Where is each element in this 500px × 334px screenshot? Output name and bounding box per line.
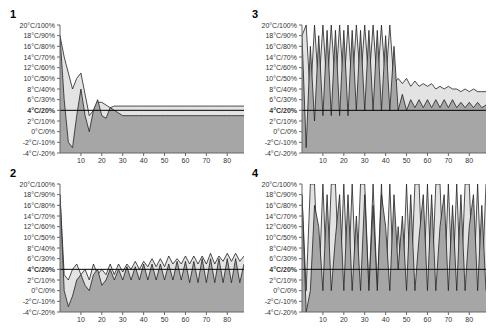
svg-text:12°C/60%: 12°C/60% xyxy=(23,64,55,71)
svg-text:4°C/20%: 4°C/20% xyxy=(269,107,297,114)
svg-text:10: 10 xyxy=(77,316,85,323)
svg-text:10: 10 xyxy=(77,157,85,164)
svg-text:18°C/90%: 18°C/90% xyxy=(23,32,55,39)
svg-text:50: 50 xyxy=(161,157,169,164)
svg-text:50: 50 xyxy=(403,316,411,323)
svg-text:60: 60 xyxy=(182,316,190,323)
svg-text:30: 30 xyxy=(361,316,369,323)
svg-text:10°C/50%: 10°C/50% xyxy=(23,234,55,241)
svg-text:70: 70 xyxy=(444,157,452,164)
svg-text:60: 60 xyxy=(182,157,190,164)
svg-text:14°C/70%: 14°C/70% xyxy=(23,54,55,61)
svg-text:-2°C/-10%: -2°C/-10% xyxy=(23,298,55,305)
svg-text:18°C/90%: 18°C/90% xyxy=(265,191,297,198)
svg-text:-4°C/-20%: -4°C/-20% xyxy=(23,309,55,316)
svg-text:50: 50 xyxy=(161,316,169,323)
svg-text:70: 70 xyxy=(202,316,210,323)
svg-text:10: 10 xyxy=(319,316,327,323)
svg-text:0°C/0%: 0°C/0% xyxy=(273,287,297,294)
svg-text:18°C/90%: 18°C/90% xyxy=(265,32,297,39)
svg-text:80: 80 xyxy=(465,316,473,323)
svg-text:16°C/80%: 16°C/80% xyxy=(265,202,297,209)
svg-text:80: 80 xyxy=(223,157,231,164)
svg-text:10: 10 xyxy=(319,157,327,164)
svg-text:40: 40 xyxy=(382,157,390,164)
svg-text:6°C/30%: 6°C/30% xyxy=(27,96,55,103)
svg-text:30: 30 xyxy=(361,157,369,164)
svg-text:-2°C/-10%: -2°C/-10% xyxy=(265,298,297,305)
svg-text:6°C/30%: 6°C/30% xyxy=(27,255,55,262)
svg-text:2°C/10%: 2°C/10% xyxy=(269,277,297,284)
html-text:2: 2 xyxy=(10,167,17,179)
svg-text:20: 20 xyxy=(340,316,348,323)
svg-text:4°C/20%: 4°C/20% xyxy=(27,107,55,114)
svg-text:20°C/100%: 20°C/100% xyxy=(262,181,298,188)
svg-text:10°C/50%: 10°C/50% xyxy=(265,234,297,241)
svg-text:16°C/80%: 16°C/80% xyxy=(23,202,55,209)
svg-text:14°C/70%: 14°C/70% xyxy=(265,213,297,220)
svg-text:-4°C/-20%: -4°C/-20% xyxy=(265,150,297,157)
svg-text:16°C/80%: 16°C/80% xyxy=(265,43,297,50)
svg-text:30: 30 xyxy=(119,316,127,323)
svg-text:80: 80 xyxy=(465,157,473,164)
svg-text:70: 70 xyxy=(202,157,210,164)
svg-text:20°C/100%: 20°C/100% xyxy=(262,22,298,29)
svg-text:14°C/70%: 14°C/70% xyxy=(265,54,297,61)
svg-text:12°C/60%: 12°C/60% xyxy=(23,223,55,230)
svg-text:10°C/50%: 10°C/50% xyxy=(265,75,297,82)
svg-text:4°C/20%: 4°C/20% xyxy=(269,266,297,273)
svg-text:-4°C/-20%: -4°C/-20% xyxy=(265,309,297,316)
html-text:3: 3 xyxy=(252,8,259,20)
svg-text:12°C/60%: 12°C/60% xyxy=(265,64,297,71)
svg-text:14°C/70%: 14°C/70% xyxy=(23,213,55,220)
svg-text:60: 60 xyxy=(424,157,432,164)
html-text:1: 1 xyxy=(10,8,17,20)
svg-text:60: 60 xyxy=(424,316,432,323)
svg-text:12°C/60%: 12°C/60% xyxy=(265,223,297,230)
svg-text:6°C/30%: 6°C/30% xyxy=(269,255,297,262)
svg-text:20°C/100%: 20°C/100% xyxy=(20,22,56,29)
svg-text:0°C/0%: 0°C/0% xyxy=(273,128,297,135)
svg-text:20°C/100%: 20°C/100% xyxy=(20,181,56,188)
svg-text:40: 40 xyxy=(140,316,148,323)
svg-text:10°C/50%: 10°C/50% xyxy=(23,75,55,82)
svg-text:4°C/20%: 4°C/20% xyxy=(27,266,55,273)
svg-text:50: 50 xyxy=(403,157,411,164)
svg-text:30: 30 xyxy=(119,157,127,164)
svg-text:8°C/40%: 8°C/40% xyxy=(269,245,297,252)
svg-text:2°C/10%: 2°C/10% xyxy=(27,118,55,125)
svg-text:-4°C/-20%: -4°C/-20% xyxy=(23,150,55,157)
svg-text:6°C/30%: 6°C/30% xyxy=(269,96,297,103)
svg-text:0°C/0%: 0°C/0% xyxy=(31,287,55,294)
svg-text:8°C/40%: 8°C/40% xyxy=(27,245,55,252)
svg-text:-2°C/-10%: -2°C/-10% xyxy=(265,139,297,146)
svg-text:18°C/90%: 18°C/90% xyxy=(23,191,55,198)
svg-text:8°C/40%: 8°C/40% xyxy=(269,86,297,93)
svg-text:20: 20 xyxy=(98,316,106,323)
svg-text:40: 40 xyxy=(140,157,148,164)
svg-text:2°C/10%: 2°C/10% xyxy=(27,277,55,284)
svg-text:20: 20 xyxy=(98,157,106,164)
svg-text:20: 20 xyxy=(340,157,348,164)
html-text:4: 4 xyxy=(252,167,259,179)
svg-text:70: 70 xyxy=(444,316,452,323)
svg-text:40: 40 xyxy=(382,316,390,323)
svg-text:8°C/40%: 8°C/40% xyxy=(27,86,55,93)
svg-text:16°C/80%: 16°C/80% xyxy=(23,43,55,50)
svg-text:2°C/10%: 2°C/10% xyxy=(269,118,297,125)
svg-text:-2°C/-10%: -2°C/-10% xyxy=(23,139,55,146)
svg-text:80: 80 xyxy=(223,316,231,323)
svg-text:0°C/0%: 0°C/0% xyxy=(31,128,55,135)
